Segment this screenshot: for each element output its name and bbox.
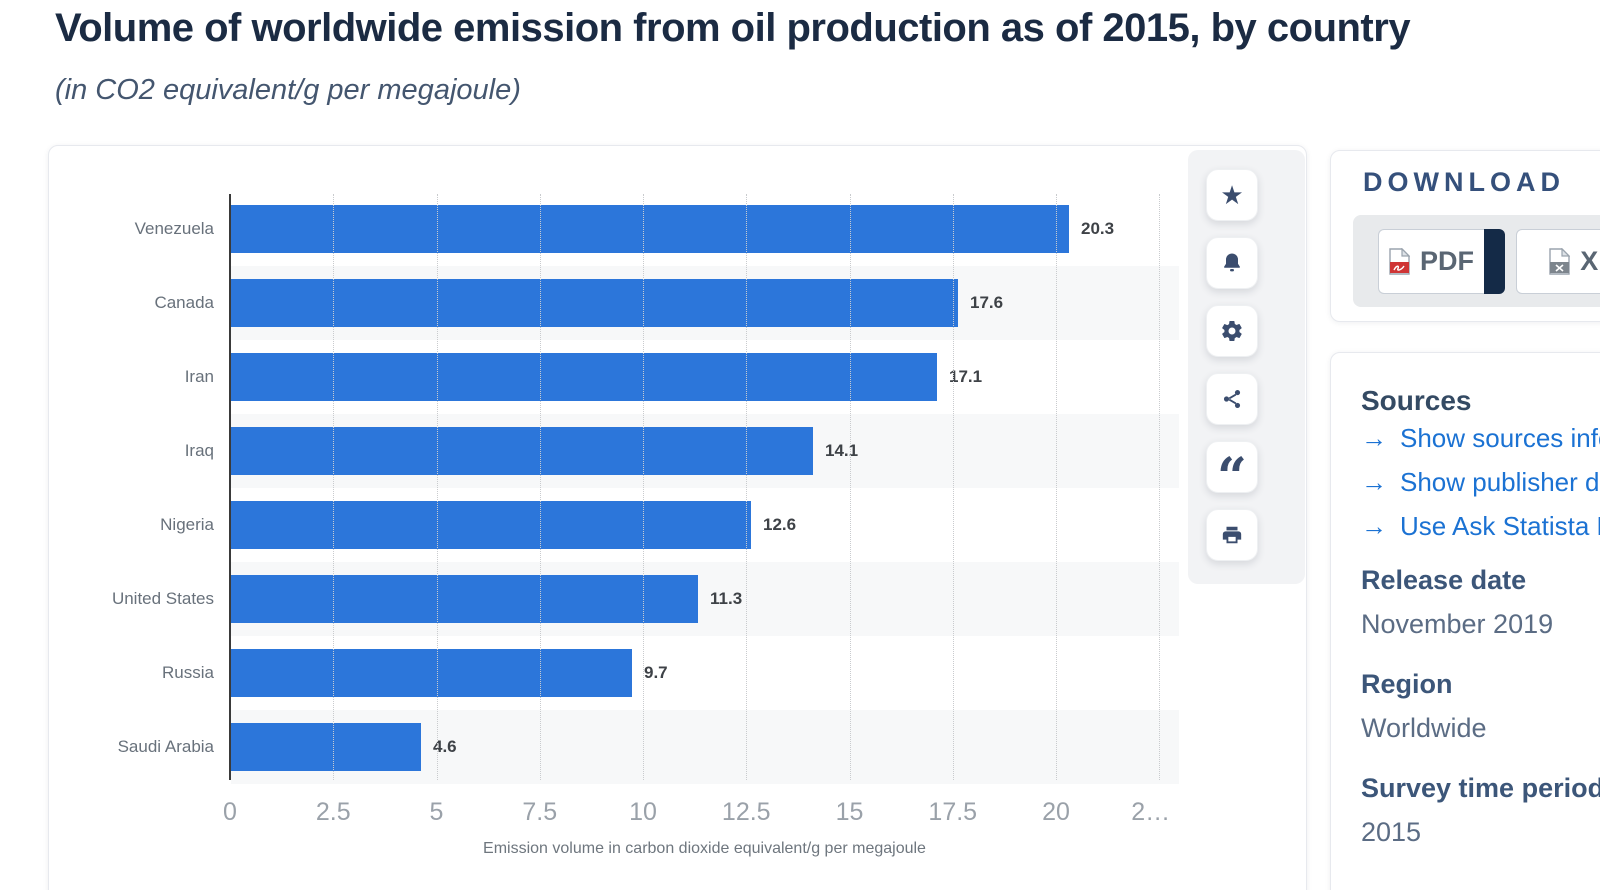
- x-axis-tick: 2…: [1131, 798, 1171, 826]
- bar-venezuela: [231, 205, 1069, 253]
- chart-card: Emission volume in carbon dioxide equiva…: [48, 145, 1307, 890]
- link-label: Show publisher details: [1400, 467, 1600, 497]
- show-sources-link[interactable]: → Show sources information: [1361, 423, 1600, 454]
- printer-icon: [1222, 526, 1242, 544]
- x-axis-title: Emission volume in carbon dioxide equiva…: [483, 840, 926, 857]
- gridline: [746, 194, 748, 780]
- value-label: 4.6: [433, 737, 457, 756]
- survey-period-value: 2015: [1361, 817, 1422, 847]
- gear-icon: [1222, 320, 1242, 342]
- gridline: [849, 194, 851, 780]
- favorite-button[interactable]: ★: [1206, 169, 1258, 221]
- region-value: Worldwide: [1361, 713, 1487, 743]
- x-axis-tick: 5: [429, 798, 444, 826]
- sources-heading: Sources: [1361, 385, 1472, 416]
- link-label: Show sources information: [1400, 423, 1600, 453]
- gridline: [643, 194, 644, 780]
- category-label: Saudi Arabia: [117, 737, 214, 756]
- x-axis-tick: 10: [629, 798, 657, 826]
- x-axis-tick: 17.5: [928, 798, 978, 826]
- show-publisher-link[interactable]: → Show publisher details: [1361, 467, 1600, 498]
- sources-card: Sources → Show sources information → Sho…: [1330, 352, 1600, 890]
- plot-area: Emission volume in carbon dioxide equiva…: [49, 146, 1306, 890]
- gridline: [1159, 194, 1161, 780]
- x-axis-tick: 15: [835, 798, 864, 826]
- category-label: Canada: [154, 293, 214, 312]
- category-label: Venezuela: [134, 219, 214, 238]
- arrow-right-icon: →: [1361, 423, 1387, 453]
- category-label: Iraq: [184, 441, 214, 460]
- x-axis-tick: 0: [223, 798, 237, 826]
- pdf-label: PDF: [1420, 246, 1474, 276]
- value-label: 11.3: [710, 589, 743, 608]
- arrow-right-icon: →: [1361, 511, 1387, 541]
- x-axis-tick: 20: [1042, 798, 1070, 826]
- bar-russia: [231, 649, 632, 697]
- survey-period-label: Survey time period: [1361, 773, 1600, 803]
- gridline: [333, 194, 335, 780]
- value-label: 20.3: [1081, 219, 1115, 238]
- download-button-group: PDF XLS: [1353, 215, 1600, 307]
- bar-iraq: [231, 427, 813, 475]
- print-button[interactable]: [1206, 509, 1258, 561]
- page-subtitle: (in CO2 equivalent/g per megajoule): [55, 74, 521, 106]
- region-label: Region: [1361, 669, 1453, 699]
- x-axis-tick: 12.5: [721, 798, 771, 826]
- value-label: 17.1: [949, 367, 983, 386]
- settings-button[interactable]: [1206, 305, 1258, 357]
- value-label: 14.1: [825, 441, 859, 460]
- download-pdf-button[interactable]: PDF: [1378, 229, 1484, 294]
- category-label: Russia: [162, 663, 214, 682]
- value-label: 17.6: [970, 293, 1004, 312]
- x-axis-tick: 7.5: [522, 798, 558, 826]
- bar-nigeria: [231, 501, 751, 549]
- download-pdf-plus-button[interactable]: [1484, 229, 1505, 294]
- download-heading: DOWNLOAD: [1363, 167, 1565, 197]
- share-icon: [1223, 390, 1241, 408]
- category-label: Nigeria: [160, 515, 214, 534]
- share-button[interactable]: [1206, 373, 1258, 425]
- x-axis-tick: 2.5: [315, 798, 351, 826]
- bar-saudi-arabia: [231, 723, 421, 771]
- gridline: [952, 194, 954, 780]
- cite-button[interactable]: “: [1206, 441, 1258, 508]
- download-card: DOWNLOAD PDF XLS: [1330, 150, 1600, 322]
- value-label: 9.7: [644, 663, 668, 682]
- category-label: United States: [111, 589, 214, 608]
- page-title: Volume of worldwide emission from oil pr…: [55, 6, 1411, 50]
- bar-canada: [231, 279, 958, 327]
- gridline: [539, 194, 541, 780]
- download-xls-button[interactable]: XLS: [1516, 229, 1600, 294]
- bar-iran: [231, 353, 937, 401]
- y-axis-line: [229, 194, 231, 780]
- arrow-right-icon: →: [1361, 467, 1387, 497]
- xls-file-icon: [1549, 248, 1571, 275]
- release-date-label: Release date: [1361, 565, 1527, 595]
- bar-united-states: [231, 575, 698, 623]
- ask-statista-link[interactable]: → Use Ask Statista Research Service: [1361, 511, 1600, 542]
- category-label: Iran: [184, 367, 214, 386]
- alert-button[interactable]: [1206, 237, 1258, 289]
- quote-icon: “: [1217, 446, 1247, 508]
- link-label: Use Ask Statista Research Service: [1400, 511, 1600, 541]
- gridline: [1056, 194, 1057, 780]
- value-label: 12.6: [763, 515, 797, 534]
- bell-icon: [1224, 253, 1240, 272]
- gridline: [436, 194, 438, 780]
- xls-label: XLS: [1580, 246, 1600, 276]
- release-date-value: November 2019: [1361, 609, 1554, 639]
- star-icon: ★: [1220, 180, 1244, 210]
- pdf-file-icon: [1389, 248, 1410, 275]
